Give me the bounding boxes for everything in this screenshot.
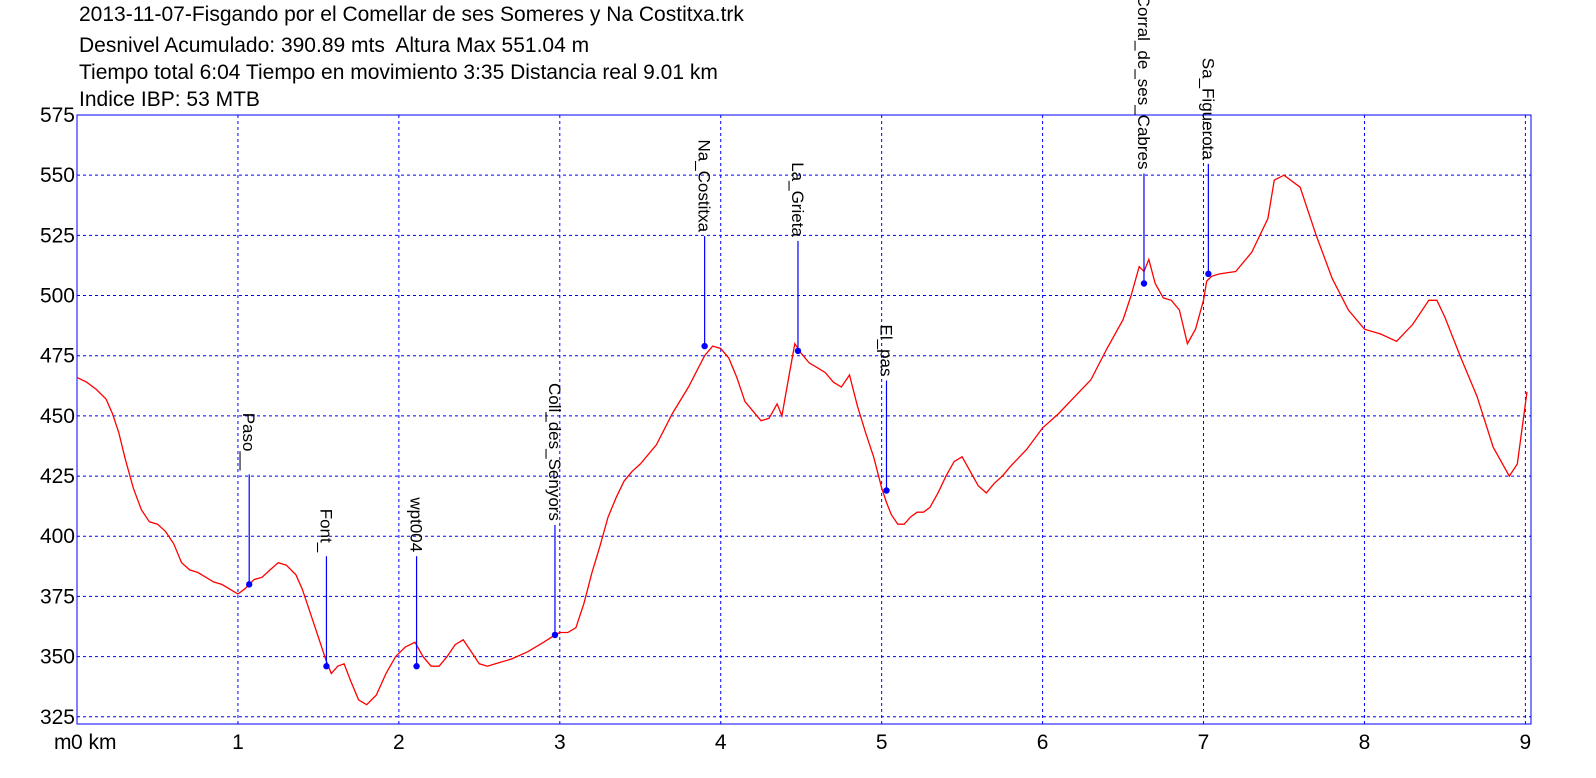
- waypoint: Na_Costitxa: [695, 139, 714, 350]
- y-tick-label: 525: [40, 224, 75, 247]
- x-tick-label: 5: [876, 731, 888, 754]
- y-tick-label: 350: [40, 646, 75, 669]
- waypoint-label: Sa_Figuerota: [1198, 58, 1217, 161]
- plot-frame: [76, 114, 1532, 725]
- x-unit-label: m: [54, 731, 72, 754]
- waypoint-marker: [1205, 270, 1212, 278]
- waypoint-label: wpt004: [407, 496, 426, 552]
- waypoint-markers: Paso__ Font_ wpt004 Coll_des_Senyors Na_Cost…: [239, 0, 1217, 670]
- waypoint-marker: [883, 487, 890, 494]
- waypoint: wpt004: [407, 496, 426, 670]
- y-tick-label: 400: [40, 525, 75, 548]
- y-tick-label: 375: [40, 585, 75, 608]
- waypoint-label: Na_Costitxa: [695, 139, 714, 232]
- x-tick-label: 7: [1198, 731, 1210, 754]
- waypoint-label: El_pas: [876, 325, 895, 377]
- x-tick-label: 9: [1520, 731, 1532, 754]
- waypoint-label: Font_: [316, 509, 335, 553]
- y-tick-label: 425: [40, 465, 75, 488]
- waypoint: Font_: [316, 509, 335, 670]
- chart-subtitle-elevation: Desnivel Acumulado: 390.89 mts Altura Ma…: [79, 34, 590, 57]
- y-tick-label: 575: [40, 104, 75, 127]
- y-tick-label: 450: [40, 405, 75, 428]
- x-tick-label: 2: [393, 731, 405, 754]
- waypoint-marker: [701, 342, 708, 350]
- waypoint: Coll_des_Senyors: [545, 383, 564, 639]
- waypoint-label: Coll_des_Senyors: [545, 383, 564, 521]
- y-tick-label: 325: [40, 706, 75, 729]
- x-tick-label: 4: [715, 731, 727, 754]
- chart-subtitle-ibp: Indice IBP: 53 MTB: [79, 88, 260, 111]
- waypoint: El_pas: [876, 325, 895, 494]
- waypoint-label: Paso__: [239, 413, 258, 471]
- chart-title: 2013-11-07-Fisgando por el Comellar de s…: [79, 3, 744, 26]
- x-tick-labels: 0 km 1 2 3 4 5 6 7 8 9: [71, 731, 1531, 754]
- waypoint-marker: [1140, 280, 1148, 287]
- x-tick-label: 6: [1037, 731, 1049, 754]
- chart-subtitle-time: Tiempo total 6:04 Tiempo en movimiento 3…: [79, 61, 718, 84]
- waypoint-marker: [794, 347, 802, 355]
- x-tick-label: 3: [554, 731, 566, 754]
- y-tick-label: 500: [40, 285, 75, 308]
- waypoint: Sa_Figuerota: [1198, 58, 1217, 278]
- elevation-line: [76, 174, 1528, 706]
- waypoint: La_Grieta: [788, 162, 807, 355]
- waypoint-marker: [323, 663, 330, 670]
- waypoint-marker: [551, 631, 559, 639]
- y-tick-label: 475: [40, 345, 75, 368]
- y-tick-label: 550: [40, 164, 75, 187]
- waypoint-label: La_Grieta: [788, 162, 807, 237]
- x-tick-label: 8: [1359, 731, 1371, 754]
- x-tick-label: 0 km: [71, 731, 117, 754]
- waypoint-marker: [245, 581, 253, 588]
- waypoint: Corral_de_ses_Cabres: [1134, 0, 1153, 287]
- waypoint-marker: [413, 663, 420, 670]
- y-tick-labels: 575 550 525 500 475 450 425 400 375 350 325: [40, 104, 75, 729]
- waypoint-label: Corral_de_ses_Cabres: [1134, 0, 1153, 169]
- x-tick-label: 1: [232, 731, 244, 754]
- waypoint: Paso__: [239, 413, 258, 588]
